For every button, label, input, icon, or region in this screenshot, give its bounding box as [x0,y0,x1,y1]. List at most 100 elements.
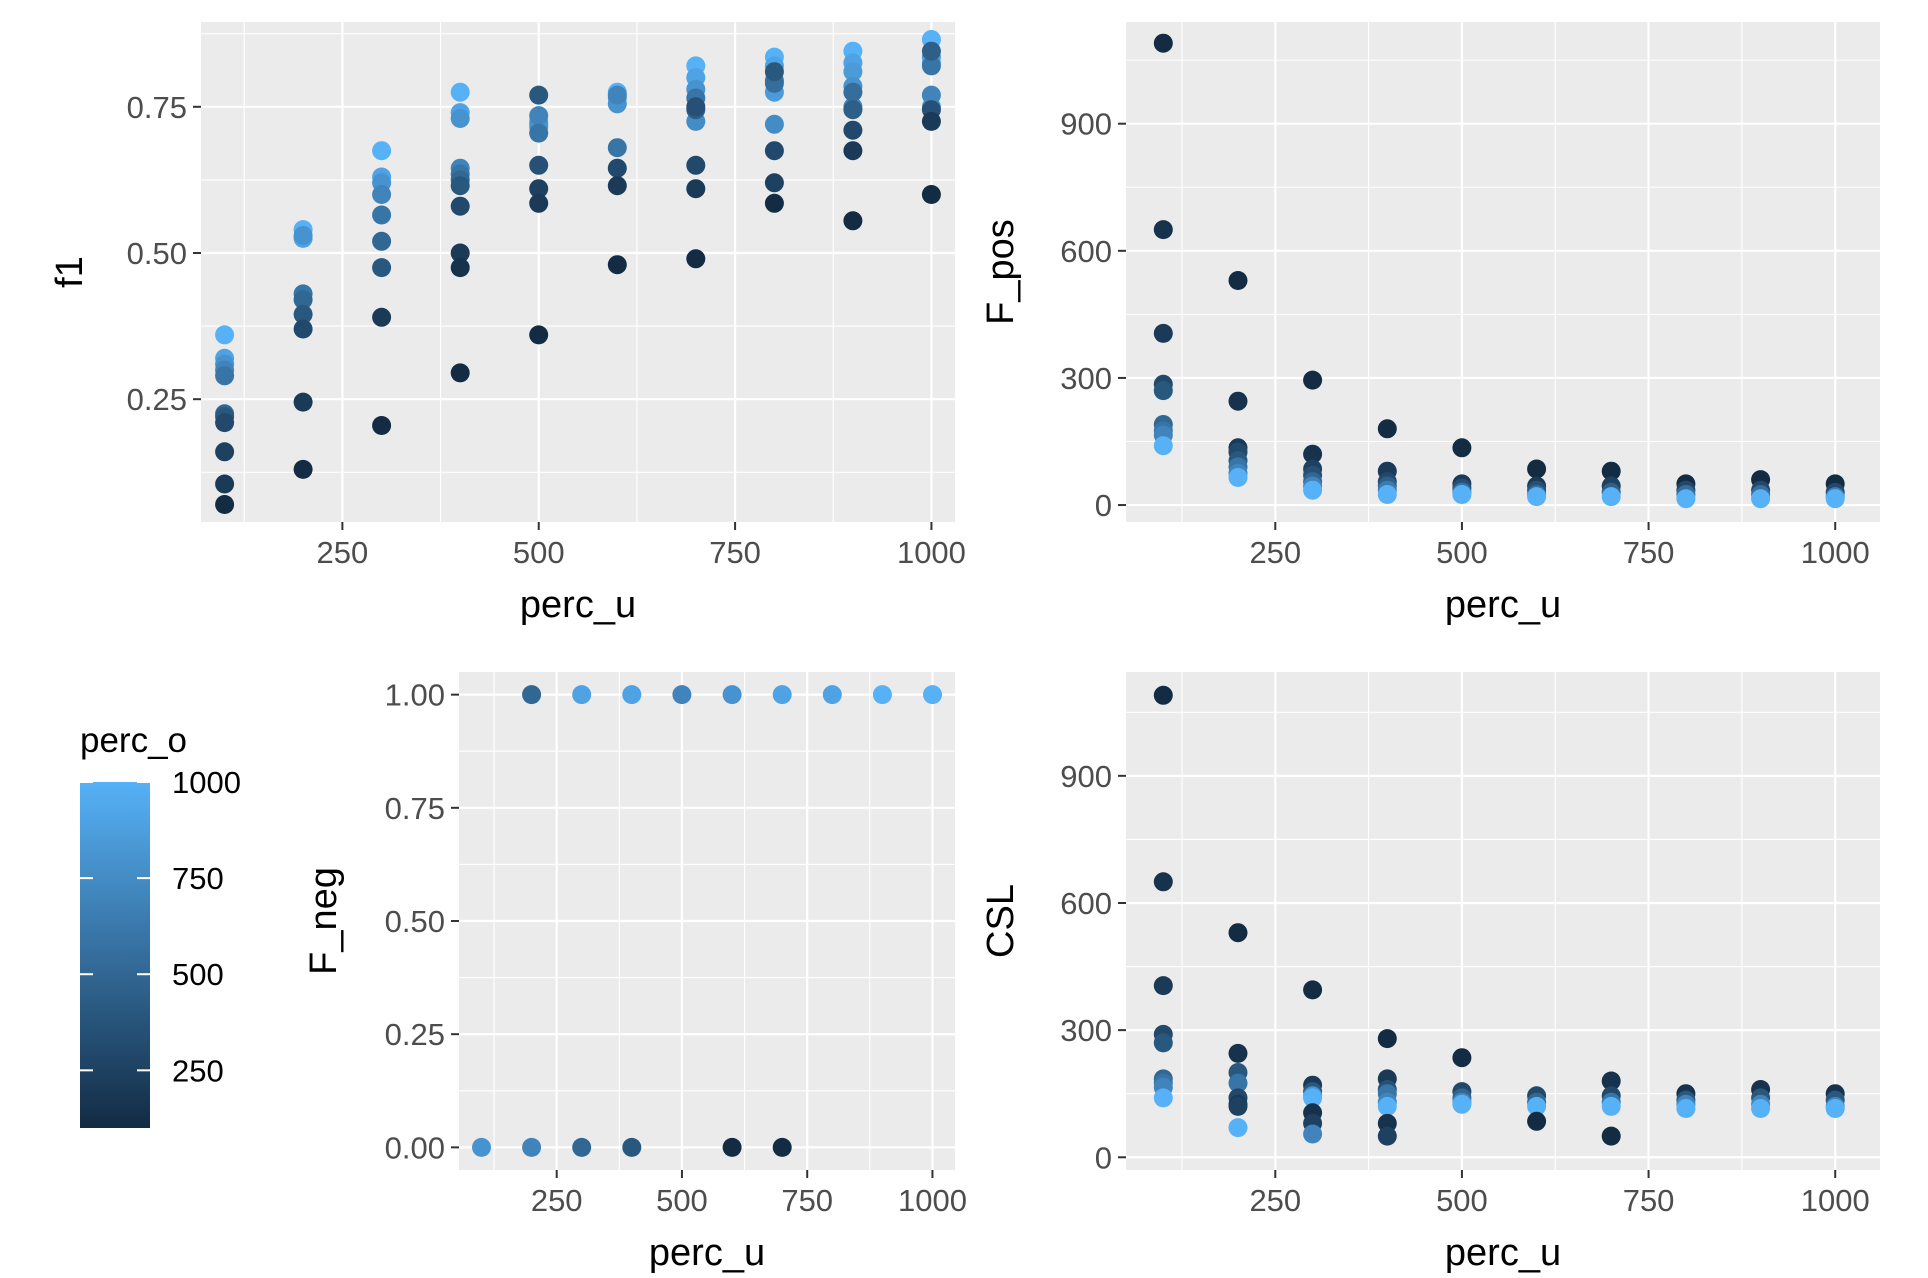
x-tick-label: 500 [513,535,565,570]
data-point [923,685,942,705]
data-point [764,62,784,82]
data-point [450,258,470,278]
x-tick-label: 500 [1436,1183,1488,1218]
y-tick-label: 600 [1060,886,1112,921]
data-point [450,363,470,383]
legend: perc_o 250 500 750 1000 [80,721,241,1128]
data-point [822,685,842,705]
data-point [1452,1094,1472,1114]
data-point [450,196,470,216]
data-point [215,474,235,494]
x-tick-label: 1000 [1801,1183,1870,1218]
y-tick-label: 0 [1095,1140,1112,1175]
y-tick-label: 0.25 [385,1017,445,1052]
data-point [1303,444,1323,464]
data-point [1825,1099,1845,1118]
data-point [572,1137,592,1157]
data-point [215,442,235,462]
data-point [1601,461,1621,481]
data-point [1153,1033,1173,1053]
data-point [529,85,549,105]
panel-f1: 250 500 750 1000 0.25 0.50 0.75 perc_u f1 [49,22,966,626]
data-point [215,413,235,433]
panel-F_pos: 250 500 750 1000 0 300 600 900 perc_u F_pos [980,22,1880,626]
data-point [1153,685,1173,705]
data-point [1153,1088,1173,1108]
y-tick-label: 0.50 [385,904,445,939]
x-tick-label: 1000 [897,535,966,570]
data-point [529,106,549,126]
data-point [622,1137,642,1157]
data-point [921,185,941,204]
data-point [764,173,784,193]
data-point [1377,1029,1397,1049]
data-point [215,366,235,386]
x-tick-label: 250 [317,535,369,570]
data-point [1228,271,1248,290]
data-point [293,226,313,245]
data-point [1228,1043,1248,1063]
data-point [843,62,863,82]
data-point [1303,980,1323,1000]
y-tick-label: 0.00 [385,1130,445,1165]
panel-background [1126,22,1880,522]
data-point [607,255,627,275]
data-point [372,231,392,251]
y-tick-label: 0.75 [385,791,445,826]
data-point [1153,436,1173,456]
data-point [921,41,941,61]
data-point [1303,370,1323,390]
data-point [1527,1111,1547,1131]
y-tick-label: 0.75 [127,90,187,125]
data-point [1751,489,1771,509]
data-point [1303,480,1323,500]
data-point [1527,459,1547,479]
data-point [764,114,784,134]
legend-label: 750 [172,861,224,896]
x-tick-label: 750 [1623,1183,1675,1218]
data-point [1527,1096,1547,1116]
data-point [1228,391,1248,411]
data-point [450,176,470,196]
data-point [372,205,392,225]
data-point [1527,487,1547,507]
data-point [772,685,792,705]
data-point [1228,1096,1248,1116]
color-bar [80,782,150,1128]
data-point [1153,33,1173,53]
data-point [215,495,235,514]
data-point [572,685,592,705]
data-point [607,158,627,178]
y-tick-label: 300 [1060,1013,1112,1048]
data-point [722,685,742,705]
data-point [372,141,392,161]
data-point [843,141,863,161]
x-tick-label: 250 [1249,535,1301,570]
y-axis-title: F_neg [303,867,345,975]
legend-label: 500 [172,957,224,992]
data-point [1377,419,1397,439]
x-tick-label: 500 [656,1183,708,1218]
data-point [529,155,549,175]
data-point [529,193,549,213]
data-point [622,685,642,705]
data-point [1303,1088,1323,1108]
data-point [450,82,470,102]
data-point [450,109,470,128]
data-point [1228,1073,1248,1093]
data-point [1452,1048,1472,1068]
data-point [921,56,941,76]
data-point [843,120,863,140]
data-point [686,249,706,269]
data-point [1751,1099,1771,1118]
data-point [372,307,392,327]
data-point [293,319,313,339]
data-point [1228,468,1248,487]
x-axis-title: perc_u [649,1232,765,1274]
x-tick-label: 750 [709,535,761,570]
data-point [1825,489,1845,509]
data-point [607,176,627,196]
data-point [1377,1096,1397,1116]
y-tick-label: 600 [1060,234,1112,269]
data-point [522,685,542,705]
